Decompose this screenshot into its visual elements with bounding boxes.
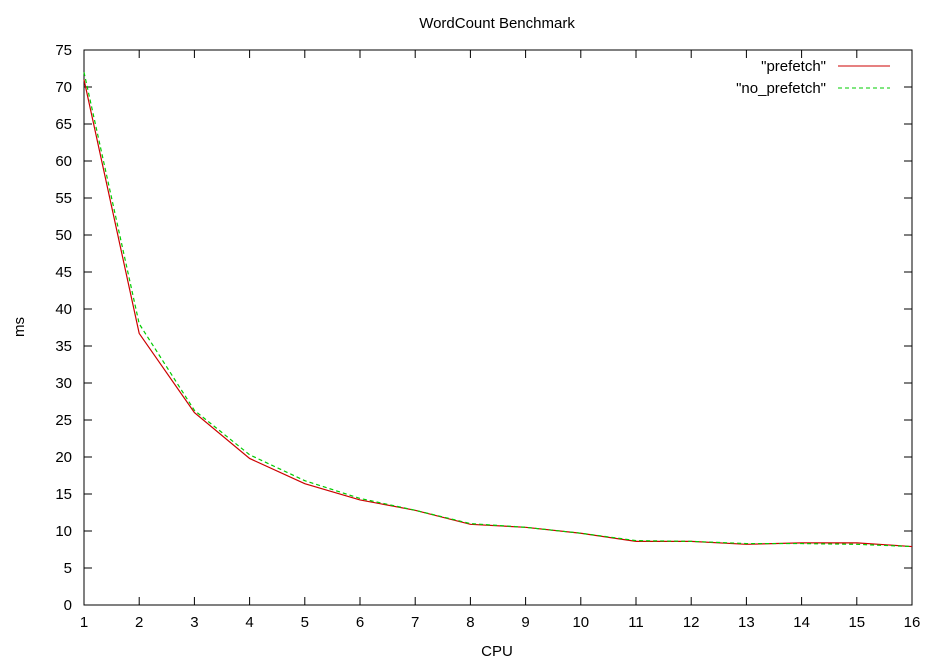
x-tick-label: 2 bbox=[135, 614, 143, 631]
y-tick-label: 70 bbox=[55, 79, 72, 96]
y-tick-label: 45 bbox=[55, 264, 72, 281]
y-tick-label: 0 bbox=[64, 597, 72, 614]
legend: "prefetch" "no_prefetch" bbox=[736, 58, 890, 97]
x-tick-label: 16 bbox=[904, 614, 921, 631]
x-tick-label: 3 bbox=[190, 614, 198, 631]
series-lines bbox=[83, 72, 913, 548]
x-tick-label: 9 bbox=[521, 614, 529, 631]
x-tick-label: 10 bbox=[572, 614, 589, 631]
x-axis-title: CPU bbox=[481, 643, 513, 660]
y-tick-label: 35 bbox=[55, 338, 72, 355]
x-tick-label: 1 bbox=[80, 614, 88, 631]
x-tick-label: 4 bbox=[245, 614, 253, 631]
x-tick-label: 12 bbox=[683, 614, 700, 631]
y-tick-label: 20 bbox=[55, 449, 72, 466]
x-tick-label: 7 bbox=[411, 614, 419, 631]
y-tick-label: 60 bbox=[55, 153, 72, 170]
y-tick-label: 5 bbox=[64, 560, 72, 577]
y-tick-label: 50 bbox=[55, 227, 72, 244]
x-tick-label: 15 bbox=[848, 614, 865, 631]
plot-frame bbox=[83, 49, 913, 606]
x-tick-label: 8 bbox=[466, 614, 474, 631]
y-tick-label: 75 bbox=[55, 42, 72, 59]
chart-title: WordCount Benchmark bbox=[419, 15, 575, 32]
y-tick-label: 65 bbox=[55, 116, 72, 133]
y-tick-label: 55 bbox=[55, 190, 72, 207]
y-tick-label: 30 bbox=[55, 375, 72, 392]
x-tick-label: 13 bbox=[738, 614, 755, 631]
series-line-prefetch bbox=[83, 79, 913, 548]
x-tick-label: 14 bbox=[793, 614, 810, 631]
y-tick-label: 25 bbox=[55, 412, 72, 429]
x-axis: 1 2 3 4 5 6 7 8 9 10 11 12 13 14 15 16 bbox=[80, 50, 921, 631]
series-line-no-prefetch bbox=[83, 72, 913, 548]
x-tick-label: 6 bbox=[356, 614, 364, 631]
x-tick-label: 5 bbox=[301, 614, 309, 631]
y-tick-label: 15 bbox=[55, 486, 72, 503]
y-tick-label: 40 bbox=[55, 301, 72, 318]
x-tick-label: 11 bbox=[628, 614, 644, 631]
y-axis-title: ms bbox=[11, 317, 28, 337]
legend-label-no-prefetch: "no_prefetch" bbox=[736, 80, 826, 97]
y-axis: 0 5 10 15 20 25 30 35 40 45 50 55 60 65 70 75 bbox=[55, 42, 912, 614]
y-tick-label: 10 bbox=[55, 523, 72, 540]
legend-label-prefetch: "prefetch" bbox=[761, 58, 826, 75]
